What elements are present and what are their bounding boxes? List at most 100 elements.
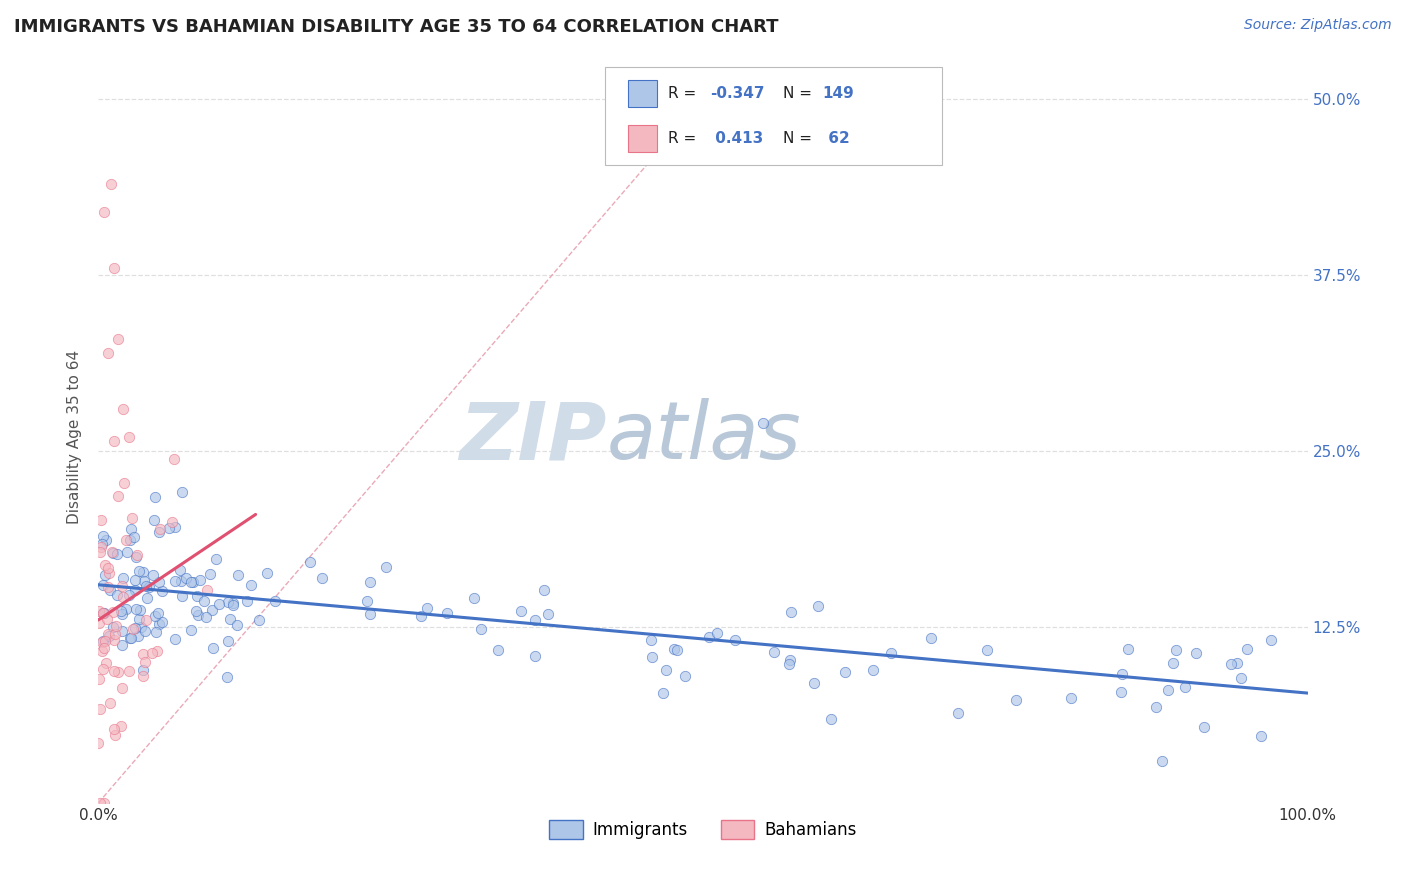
Point	[111, 624, 134, 638]
Point	[218, 634, 240, 648]
Point	[834, 665, 856, 680]
Point	[125, 549, 148, 564]
Point	[135, 579, 157, 593]
Point	[135, 591, 157, 606]
Point	[666, 643, 689, 657]
Point	[101, 546, 124, 560]
Point	[723, 632, 745, 647]
Point	[138, 580, 160, 594]
Point	[778, 657, 800, 671]
Point	[93, 633, 115, 648]
Point	[91, 578, 114, 592]
Point	[148, 606, 170, 620]
Point	[1250, 730, 1272, 744]
Point	[98, 628, 121, 642]
Point	[122, 622, 145, 636]
Point	[193, 594, 215, 608]
Point	[820, 712, 842, 726]
Point	[128, 564, 150, 578]
Point	[165, 520, 187, 534]
Point	[122, 530, 145, 544]
Point	[94, 567, 117, 582]
Point	[170, 574, 193, 588]
Point	[94, 533, 117, 548]
Point	[169, 563, 191, 577]
Legend: Immigrants, Bahamians: Immigrants, Bahamians	[543, 814, 863, 846]
Point	[98, 582, 121, 597]
Point	[470, 622, 492, 636]
Point	[127, 629, 149, 643]
Point	[641, 650, 664, 665]
Point	[180, 624, 202, 638]
Point	[89, 702, 111, 716]
Point	[1060, 690, 1083, 705]
Point	[880, 646, 903, 660]
Point	[1005, 693, 1028, 707]
Point	[1236, 642, 1258, 657]
Point	[93, 606, 115, 620]
Point	[143, 513, 166, 527]
Point	[359, 607, 381, 621]
Point	[103, 606, 125, 620]
Point	[1260, 632, 1282, 647]
Point	[163, 632, 186, 646]
Point	[697, 630, 720, 644]
Point	[205, 552, 228, 566]
Point	[105, 548, 128, 562]
Text: 0.413: 0.413	[710, 131, 763, 145]
Text: ZIP: ZIP	[458, 398, 606, 476]
Point	[409, 608, 432, 623]
Point	[121, 511, 143, 525]
Point	[264, 594, 287, 608]
Point	[148, 575, 170, 590]
Point	[101, 545, 124, 559]
Point	[91, 643, 114, 657]
Point	[662, 641, 685, 656]
Point	[91, 634, 114, 648]
Point	[1226, 656, 1249, 670]
Point	[533, 582, 555, 597]
Point	[141, 647, 163, 661]
Point	[103, 633, 125, 648]
Point	[145, 625, 167, 640]
Point	[946, 706, 969, 721]
Point	[114, 602, 136, 616]
Point	[91, 662, 114, 676]
Point	[124, 573, 146, 587]
Point	[107, 489, 129, 503]
Point	[120, 632, 142, 646]
Point	[463, 591, 485, 606]
Point	[103, 434, 125, 448]
Point	[215, 670, 238, 684]
Text: R =: R =	[668, 87, 702, 101]
Point	[142, 567, 165, 582]
Point	[118, 430, 141, 444]
Point	[132, 565, 155, 579]
Point	[1152, 754, 1174, 768]
Point	[188, 573, 211, 587]
Text: Source: ZipAtlas.com: Source: ZipAtlas.com	[1244, 18, 1392, 32]
Point	[226, 618, 249, 632]
Point	[1144, 700, 1167, 714]
Text: N =: N =	[783, 131, 817, 145]
Point	[1230, 671, 1253, 685]
Text: R =: R =	[668, 131, 702, 145]
Point	[359, 574, 381, 589]
Point	[143, 608, 166, 623]
Point	[200, 603, 222, 617]
Point	[236, 594, 259, 608]
Point	[135, 613, 157, 627]
Point	[89, 544, 111, 558]
Point	[107, 665, 129, 680]
Point	[1164, 643, 1187, 657]
Point	[90, 635, 112, 649]
Point	[150, 584, 173, 599]
Point	[311, 570, 333, 584]
Point	[181, 574, 204, 589]
Point	[240, 578, 263, 592]
Point	[97, 566, 120, 581]
Point	[198, 566, 221, 581]
Point	[110, 719, 132, 733]
Point	[706, 626, 728, 640]
Text: IMMIGRANTS VS BAHAMIAN DISABILITY AGE 35 TO 64 CORRELATION CHART: IMMIGRANTS VS BAHAMIAN DISABILITY AGE 35…	[14, 18, 779, 36]
